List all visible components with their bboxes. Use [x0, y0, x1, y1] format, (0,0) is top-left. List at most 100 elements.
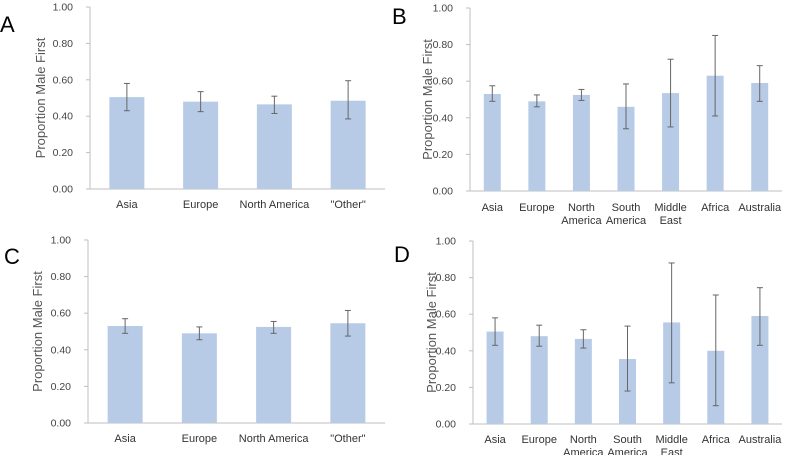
y-tick-label: 0.60 — [433, 76, 454, 88]
error-bar — [197, 91, 204, 113]
error-bar — [271, 95, 278, 114]
error-bar — [533, 94, 540, 108]
y-tick-label: 0.00 — [51, 418, 72, 430]
y-tick-label: 0.20 — [433, 149, 454, 161]
x-category-label: Asia — [482, 202, 504, 214]
y-tick-label: 0.40 — [436, 345, 457, 357]
bar — [107, 326, 143, 423]
error-bar — [492, 317, 499, 346]
bar — [256, 326, 292, 423]
y-tick-label: 0.40 — [433, 112, 454, 124]
bar — [662, 93, 680, 191]
y-tick-label: 1.00 — [51, 235, 72, 247]
error-bar — [623, 83, 629, 130]
x-category-label: South America — [606, 202, 647, 227]
y-tick-label: 0.80 — [53, 38, 74, 50]
panel-letter: B — [392, 4, 407, 29]
y-tick-label: 0.20 — [436, 382, 457, 394]
bar — [330, 323, 366, 423]
x-category-label: Africa — [702, 434, 731, 446]
error-bar — [344, 309, 351, 337]
panel-b: B Proportion Male First 0.00 0.20 0.40 0.60 0.… — [392, 3, 782, 227]
bar — [109, 97, 145, 189]
error-bar — [270, 320, 277, 334]
x-category-label: North America — [240, 199, 311, 211]
bar — [617, 106, 635, 191]
y-tick-label: 0.20 — [53, 147, 74, 159]
y-tick-label: 0.40 — [51, 344, 72, 356]
y-tick-label: 1.00 — [53, 2, 74, 14]
error-bar — [624, 325, 631, 392]
x-category-label: Europe — [521, 434, 556, 446]
x-category-label: North America — [561, 202, 602, 227]
error-bar — [345, 80, 352, 120]
y-tick-label: 0.80 — [51, 271, 72, 283]
y-tick-label: 0.40 — [53, 111, 74, 123]
x-category-label: South America — [607, 434, 648, 455]
y-axis-label: Proportion Male First — [33, 37, 48, 158]
x-category-label: Middle East — [655, 434, 687, 455]
panel-letter: D — [394, 242, 410, 267]
error-bar — [712, 34, 719, 117]
panel-letter: A — [0, 12, 15, 37]
y-tick-label: 1.00 — [436, 236, 457, 248]
y-tick-label: 0.00 — [436, 419, 457, 431]
error-bar — [123, 82, 130, 112]
x-category-label: "Other" — [330, 199, 365, 211]
error-bar — [536, 324, 543, 347]
error-bar — [580, 329, 587, 349]
panel-letter: C — [4, 244, 20, 269]
y-axis-label: Proportion Male First — [424, 272, 439, 393]
x-category-label: Middle East — [654, 202, 686, 227]
panel-d: D Proportion Male First 0.00 0.20 0.40 0.60 0.… — [394, 236, 783, 460]
y-tick-label: 0.00 — [53, 184, 74, 196]
y-tick-label: 0.60 — [51, 308, 72, 320]
y-tick-label: 1.00 — [433, 3, 454, 15]
x-category-label: Asia — [114, 433, 136, 445]
bar — [574, 338, 592, 424]
error-bar — [578, 88, 585, 101]
x-category-label: Australia — [739, 434, 783, 446]
y-tick-label: 0.60 — [53, 74, 74, 86]
bar — [486, 331, 504, 424]
x-category-label: Australia — [738, 202, 782, 214]
y-tick-label: 0.80 — [436, 272, 457, 284]
x-category-label: Europe — [182, 433, 217, 445]
x-category-label: Europe — [519, 202, 554, 214]
x-category-label: North America — [239, 433, 310, 445]
bar — [706, 75, 724, 191]
bar — [483, 94, 501, 191]
error-bar — [756, 65, 763, 102]
x-category-label: Africa — [701, 202, 730, 214]
error-bar — [668, 262, 675, 384]
x-category-label: "Other" — [330, 433, 365, 445]
x-category-label: Europe — [183, 199, 218, 211]
error-bar — [712, 294, 719, 407]
bar — [256, 104, 292, 189]
error-bar — [667, 58, 674, 128]
error-bar — [489, 85, 496, 102]
bar — [751, 316, 769, 424]
y-tick-label: 0.00 — [433, 186, 454, 198]
bar — [528, 101, 546, 191]
x-category-label: Asia — [116, 199, 138, 211]
panel-a: A Proportion Male First 0.00 0.20 0.40 0.60 0.… — [0, 2, 385, 211]
y-axis-label: Proportion Male First — [30, 271, 45, 392]
x-category-label: North America — [563, 434, 604, 455]
y-tick-label: 0.20 — [51, 381, 72, 393]
x-category-label: Asia — [484, 434, 506, 446]
y-tick-label: 0.60 — [436, 309, 457, 321]
y-axis-label: Proportion Male First — [420, 39, 435, 160]
error-bar — [196, 326, 203, 341]
bar — [572, 94, 590, 191]
bar — [530, 336, 548, 424]
y-tick-label: 0.80 — [433, 39, 454, 51]
error-bar — [756, 287, 763, 346]
bar — [751, 83, 769, 191]
error-bar — [122, 318, 129, 334]
bar — [181, 333, 217, 423]
panel-c: C Proportion Male First 0.00 0.20 0.40 0.60 0.… — [4, 235, 385, 445]
bar — [183, 101, 219, 189]
